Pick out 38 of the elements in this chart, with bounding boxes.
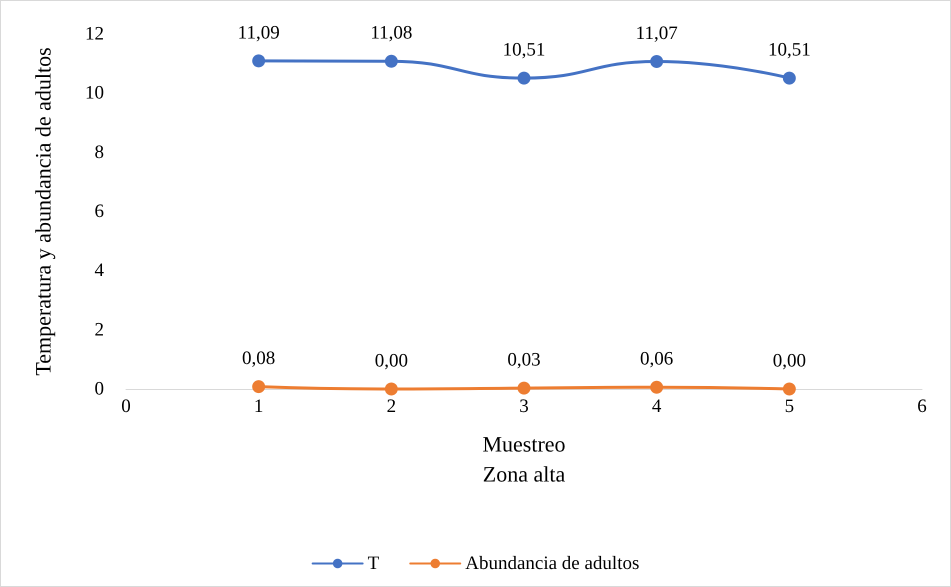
point bbox=[650, 55, 664, 68]
x-tick-label: 5 bbox=[784, 396, 794, 417]
x-tick-label: 4 bbox=[652, 396, 662, 417]
y-tick-label: 6 bbox=[94, 201, 104, 222]
x-axis-title: Muestreo Zona alta bbox=[482, 432, 566, 486]
data-label: 10,51 bbox=[768, 40, 811, 61]
y-tick-label: 12 bbox=[85, 24, 104, 44]
data-label: 11,07 bbox=[636, 23, 678, 44]
point bbox=[782, 382, 796, 396]
point bbox=[518, 382, 530, 395]
data-label: 0,00 bbox=[772, 350, 806, 372]
x-tick-label: 6 bbox=[917, 396, 927, 417]
x-tick-label: 0 bbox=[121, 396, 131, 417]
y-tick-label: 0 bbox=[94, 378, 104, 400]
x-tick-label: 1 bbox=[254, 396, 264, 417]
point bbox=[384, 54, 398, 68]
y-tick-label: 8 bbox=[94, 142, 104, 163]
point bbox=[650, 380, 664, 394]
y-axis-title: Temperatura y abundancia de adultos bbox=[30, 47, 56, 376]
point bbox=[518, 72, 530, 85]
point bbox=[252, 54, 266, 68]
data-label: 0,06 bbox=[640, 348, 674, 370]
legend-label: Abundancia de adultos bbox=[465, 553, 640, 574]
data-label: 0,03 bbox=[507, 350, 541, 371]
point bbox=[782, 72, 796, 85]
y-tick-label: 2 bbox=[94, 319, 104, 340]
point bbox=[384, 382, 398, 396]
point bbox=[252, 380, 266, 394]
data-label: 10,51 bbox=[502, 40, 546, 61]
x-tick-label: 3 bbox=[519, 396, 529, 417]
data-label: 11,09 bbox=[238, 22, 280, 44]
legend-label: T bbox=[368, 553, 380, 574]
y-tick-label: 4 bbox=[94, 260, 104, 282]
y-tick-label: 10 bbox=[85, 82, 104, 104]
data-label: 11,08 bbox=[370, 22, 412, 44]
x-tick-label: 2 bbox=[386, 396, 396, 417]
data-label: 0,00 bbox=[374, 350, 408, 372]
data-label: 0,08 bbox=[242, 348, 276, 370]
